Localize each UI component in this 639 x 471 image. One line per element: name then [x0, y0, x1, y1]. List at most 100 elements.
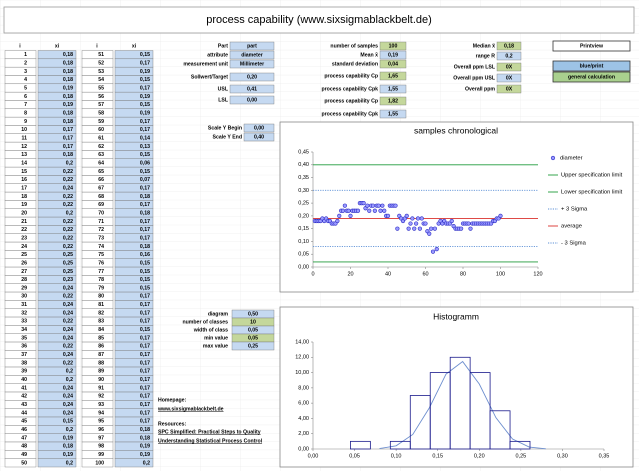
chart-title: Histogramm: [433, 311, 479, 321]
sample-value: 0,25: [63, 269, 73, 275]
y-tick-label: 0,35: [298, 175, 309, 181]
sample-value: 0,22: [63, 227, 73, 233]
sample-index: 40: [21, 377, 27, 383]
data-point: [429, 226, 434, 231]
sample-value: 0,18: [140, 244, 150, 250]
chart-title: samples chronological: [414, 125, 498, 135]
data-point: [355, 208, 361, 213]
sample-index: 87: [98, 352, 104, 358]
sample-value: 0,24: [63, 285, 73, 291]
field-label: Mean x̄: [360, 52, 378, 58]
sample-value: 0,18: [63, 444, 73, 450]
legend-label: - 3 Sigma: [561, 241, 587, 247]
data-point: [417, 226, 422, 231]
field-value: 1,82: [388, 98, 398, 104]
sample-value: 0,24: [63, 310, 73, 316]
sample-value: 0,17: [140, 235, 150, 241]
sample-index: 89: [98, 369, 104, 375]
cell: [4, 458, 37, 468]
column-header: xi: [132, 43, 137, 49]
sample-index: 30: [21, 294, 27, 300]
y-tick-label: 4,00: [298, 416, 309, 422]
column-header: xi: [55, 43, 60, 49]
sample-index: 73: [98, 235, 104, 241]
field-value: 0,05: [248, 335, 258, 341]
x-tick-label: 0,20: [474, 453, 485, 459]
data-point: [498, 213, 503, 218]
resource-link[interactable]: Understanding Statistical Process Contro…: [158, 438, 263, 444]
sample-index: 95: [98, 419, 104, 425]
sample-value: 0,17: [63, 135, 73, 141]
sample-value: 0,22: [63, 194, 73, 200]
y-tick-label: 2,00: [298, 431, 309, 437]
legend-label: + 3 Sigma: [561, 207, 588, 213]
x-tick-label: 0,30: [557, 453, 568, 459]
legend-label: Upper specification limit: [561, 173, 623, 179]
sample-value: 0,24: [63, 385, 73, 391]
sample-index: 47: [21, 435, 27, 441]
sample-value: 0,24: [63, 335, 73, 341]
sample-value: 0,2: [143, 460, 150, 466]
field-label: attribute: [207, 52, 228, 58]
cell: [496, 51, 522, 61]
sample-value: 0,18: [63, 110, 73, 116]
cell: [379, 50, 407, 60]
button[interactable]: [552, 40, 631, 52]
sample-value: 0,15: [140, 327, 150, 333]
cell: [379, 41, 407, 51]
data-point: [376, 203, 381, 208]
field-label: number of classes: [182, 319, 228, 325]
sample-value: 0,2: [66, 377, 73, 383]
data-point: [365, 203, 370, 208]
cell: [4, 91, 37, 101]
field-label: Sollwert/Target: [191, 74, 228, 80]
sample-index: 20: [21, 210, 27, 216]
x-tick-label: 0,10: [391, 453, 402, 459]
sample-value: 0,2: [66, 210, 73, 216]
homepage-link[interactable]: www.sixsigmablackbelt.de: [157, 406, 224, 412]
cell: [229, 72, 275, 82]
y-tick-label: 0,15: [298, 226, 309, 232]
sample-value: 0,17: [140, 394, 150, 400]
histogram-bar: [509, 440, 531, 450]
y-tick-label: 0,00: [298, 264, 309, 270]
sample-index: 68: [98, 194, 104, 200]
y-tick-label: 6,00: [298, 401, 309, 407]
button[interactable]: [552, 71, 631, 83]
homepage-label: Homepage:: [158, 397, 187, 403]
data-point: [415, 216, 421, 221]
sample-value: 0,17: [140, 335, 150, 341]
sample-index: 13: [21, 152, 27, 158]
button-label[interactable]: blue/print: [580, 64, 604, 70]
sample-index: 55: [98, 85, 104, 91]
sample-value: 0,15: [140, 269, 150, 275]
sample-value: 0,17: [63, 127, 73, 133]
field-value: 0,18: [504, 43, 514, 49]
sample-index: 77: [98, 269, 104, 275]
field-value: 0,04: [388, 61, 398, 67]
sample-index: 63: [98, 152, 104, 158]
sample-value: 0,17: [140, 385, 150, 391]
button-label[interactable]: Printview: [580, 44, 604, 50]
sample-index: 12: [21, 144, 27, 150]
sample-value: 0,19: [140, 110, 150, 116]
x-tick-label: 0,35: [599, 453, 610, 459]
sample-index: 33: [21, 319, 27, 325]
button[interactable]: [552, 60, 631, 72]
sample-value: 0,17: [140, 360, 150, 366]
field-label: range R: [476, 53, 496, 59]
field-label: measurement unit: [183, 61, 228, 67]
resource-link[interactable]: SPC Simplified: Practical Steps to Quali…: [158, 429, 261, 435]
data-point: [367, 208, 372, 213]
button-label[interactable]: general calculation: [568, 75, 615, 81]
data-point: [385, 213, 391, 218]
field-label: Part: [218, 43, 228, 49]
sample-value: 0,15: [140, 277, 150, 283]
cell: [379, 71, 407, 81]
sample-value: 0,17: [140, 85, 150, 91]
sample-index: 75: [98, 252, 104, 258]
data-point: [466, 221, 471, 226]
sample-index: 81: [98, 302, 104, 308]
x-tick-label: 20: [347, 271, 353, 277]
sample-value: 0,18: [140, 210, 150, 216]
